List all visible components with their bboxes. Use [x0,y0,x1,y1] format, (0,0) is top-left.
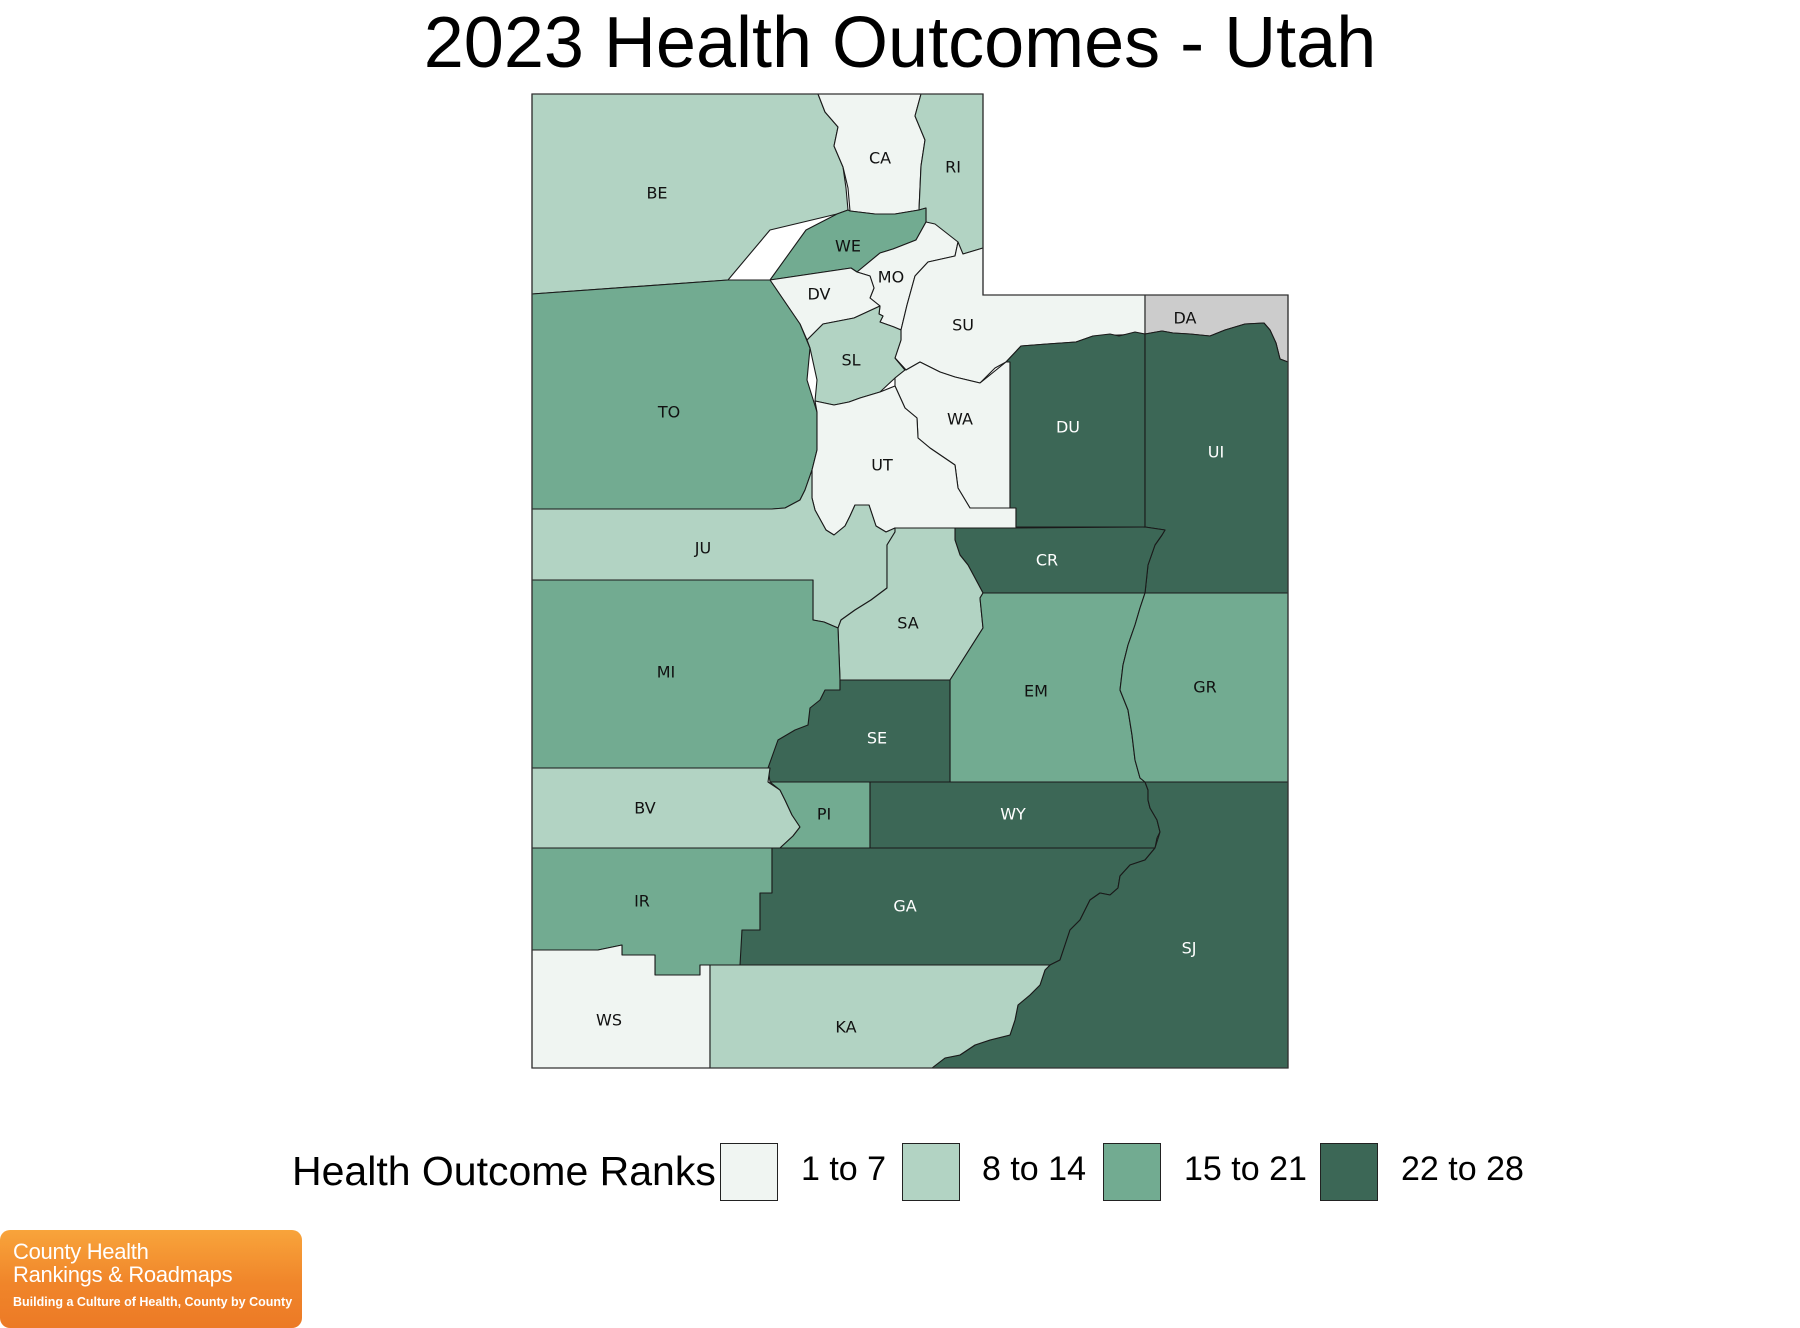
county-label-gr: GR [1193,678,1217,697]
county-label-sa: SA [897,614,918,633]
county-label-ut: UT [871,456,893,475]
county-label-em: EM [1024,682,1048,701]
county-label-cr: CR [1036,551,1058,570]
legend-swatch-15-to-21 [1103,1143,1161,1201]
county-to [531,279,818,510]
logo-line-2: Rankings & Roadmaps [13,1262,233,1287]
legend-label-15-to-21: 15 to 21 [1184,1150,1307,1188]
county-label-ws: WS [596,1011,622,1030]
county-label-du: DU [1056,418,1080,437]
county-label-ga: GA [893,897,916,916]
county-label-ri: RI [945,158,961,177]
legend-swatch-22-to-28 [1320,1143,1378,1201]
county-label-wa: WA [947,410,973,429]
county-label-to: TO [657,403,680,422]
county-label-ir: IR [634,892,650,911]
chrr-logo: County Health Rankings & Roadmaps Buildi… [0,1230,302,1328]
county-label-ca: CA [869,149,891,168]
county-du [1005,331,1146,528]
logo-tagline: Building a Culture of Health, County by … [13,1295,293,1309]
legend-title: Health Outcome Ranks [292,1148,716,1194]
legend-swatch-1-to-7 [720,1143,778,1201]
county-label-pi: PI [817,805,831,824]
county-label-ju: JU [694,539,711,558]
logo-line-1: County Health [13,1239,149,1264]
county-label-mo: MO [878,268,904,287]
map-title: 2023 Health Outcomes - Utah [423,3,1377,83]
county-bv [531,767,801,849]
legend-swatch-8-to-14 [902,1143,960,1201]
county-label-dv: DV [808,285,831,304]
county-ka [709,964,1051,1069]
county-cr [954,526,1166,594]
county-label-da: DA [1174,309,1197,328]
legend-label-22-to-28: 22 to 28 [1401,1150,1524,1188]
county-label-su: SU [952,316,974,335]
county-label-wy: WY [1000,805,1026,824]
county-label-sl: SL [841,351,860,370]
state-outline [531,93,1289,1069]
county-label-mi: MI [657,663,676,682]
legend-label-1-to-7: 1 to 7 [801,1150,887,1188]
county-label-ui: UI [1208,443,1224,462]
county-label-be: BE [646,184,667,203]
county-label-se: SE [867,729,887,748]
county-label-ka: KA [835,1018,856,1037]
county-label-bv: BV [634,799,655,818]
county-label-we: WE [835,237,861,256]
county-label-sj: SJ [1182,939,1197,958]
legend-label-8-to-14: 8 to 14 [982,1150,1086,1188]
utah-county-map: BE CA RI WE MO DV SU DA TO SL WA UT DU UI JU CR SA MI EM GR… [531,93,1289,1069]
legend: Health Outcome Ranks 1 to 7 8 to 14 15 t… [0,1140,1800,1210]
